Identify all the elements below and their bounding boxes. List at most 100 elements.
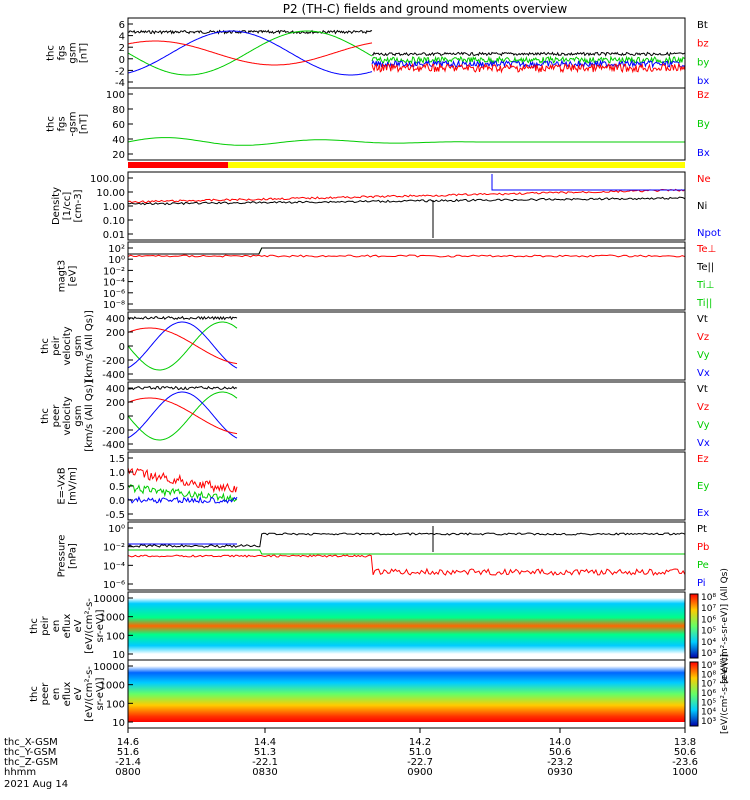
y-axis-label: thc (46, 45, 57, 61)
y-axis-label: [1/cc] (62, 192, 73, 221)
legend-Ey: Ey (697, 481, 709, 492)
y-tick-label: 0 (119, 412, 125, 423)
y-axis-label: velocity (62, 326, 73, 365)
y-tick-label: -400 (102, 370, 125, 381)
y-axis-label: [nT] (79, 43, 90, 63)
y-axis-label: thc (40, 338, 51, 354)
colorbar-label: [eV/(cm²-s-sr-eV)] (720, 654, 730, 734)
series-pt (128, 532, 685, 548)
x-tick-label: 14.6 (117, 737, 139, 748)
panel-frame (127, 521, 686, 591)
y-tick-label: 10.00 (96, 188, 125, 199)
y-tick-label: 400 (106, 314, 125, 325)
series-te-perp (128, 254, 685, 258)
legend-Ez: Ez (697, 454, 709, 465)
panel-frame (127, 87, 686, 161)
colorbar-label: [eV/(cm²-s-sr-eV)] (All Qs) (720, 568, 730, 684)
legend-Te||: Te|| (696, 262, 714, 273)
y-axis-label: thc (29, 618, 40, 634)
y-tick-label: -2 (115, 66, 125, 77)
y-tick-label: -4 (115, 78, 125, 89)
panel-frame (127, 171, 686, 241)
series-ne (128, 188, 685, 204)
y-axis-label: eflux (62, 614, 73, 639)
y-tick-label: 4 (119, 32, 125, 43)
x-row-label: hhmm (4, 767, 36, 778)
panel-plot (128, 247, 685, 258)
y-tick-label: 20 (112, 150, 125, 161)
colorbar-tick-label: 10⁷ (701, 680, 716, 690)
y-tick-label: 1.00 (103, 202, 125, 213)
y-tick-label: 10⁻⁶ (103, 580, 125, 591)
series-pb (128, 554, 685, 577)
series-vz (128, 327, 238, 365)
panel-5: 400 200 0 -200 -400 thc peir velocity gsm [km/s (… (40, 310, 710, 382)
y-tick-label: 40 (112, 135, 125, 146)
date-label: 2021 Aug 14 (4, 779, 68, 790)
colorbar-tick-label: 10⁶ (701, 615, 716, 625)
y-tick-label: 10000 (93, 594, 125, 605)
x-tick-label: 14.4 (254, 737, 276, 748)
legend-Ti⊥: Ti⊥ (696, 280, 714, 291)
series-by (128, 137, 685, 146)
panel-plot (128, 29, 685, 76)
x-tick-label: 50.6 (674, 747, 696, 758)
panel-plot (128, 467, 238, 504)
panel-plot (128, 598, 685, 654)
y-axis-label: en (51, 620, 62, 633)
y-axis-label: thc (46, 116, 57, 132)
x-tick-label: 0930 (547, 767, 572, 778)
colorbar-tick-label: 10³ (701, 649, 716, 659)
x-tick-label: -21.4 (115, 757, 141, 768)
legend-Vz: Vz (697, 402, 709, 413)
panel-plot (128, 174, 685, 238)
series-by-low (371, 55, 685, 65)
y-axis-label: thc (40, 408, 51, 424)
y-tick-label: 1000 (100, 613, 125, 624)
colorbar-tick-label: 10⁴ (701, 708, 716, 718)
y-axis-label: [nT] (79, 114, 90, 134)
legend-Vz: Vz (697, 332, 709, 343)
y-tick-label: 10 (112, 718, 125, 729)
mode-bars (128, 162, 685, 168)
legend-Vx: Vx (697, 368, 710, 379)
y-axis-label: [cm-3] (73, 189, 84, 222)
legend-Vx: Vx (697, 438, 710, 449)
y-tick-label: 400 (106, 384, 125, 395)
legend-Ti||: Ti|| (696, 298, 712, 309)
mode-bar-yellow (228, 162, 685, 168)
x-tick-label: -22.7 (407, 757, 433, 768)
series-ex (128, 495, 238, 504)
y-axis-label: -gsm (68, 112, 79, 137)
colorbar (689, 661, 699, 727)
y-tick-label: 1.0 (109, 468, 125, 479)
colorbar-tick-label: 10⁸ (701, 593, 716, 603)
legend-Bt: Bt (697, 20, 708, 31)
colorbar-tick-label: 10⁵ (701, 698, 716, 708)
series-vz (128, 397, 238, 435)
legend-bx: bx (697, 76, 709, 87)
colorbar-tick-label: 10⁸ (701, 670, 716, 680)
y-tick-label: 10⁰ (108, 524, 125, 535)
y-axis-label: gsm (73, 335, 84, 356)
y-axis-label: peir (51, 335, 62, 355)
y-axis-label: gsm (68, 42, 79, 63)
y-tick-label: 10⁰ (108, 255, 125, 266)
y-tick-label: 1.5 (109, 454, 125, 465)
series-vt (128, 385, 238, 391)
y-tick-label: 100.00 (90, 174, 125, 185)
panel-6: 400 200 0 -200 -400 thc peer velocity gsm [km/s (… (40, 380, 710, 452)
legend-Te⊥: Te⊥ (696, 244, 716, 255)
panel-frame (127, 381, 686, 451)
panel-frame (127, 241, 686, 311)
colorbar-tick-label: 10⁵ (701, 627, 716, 637)
x-row-label: thc_Z-GSM (4, 757, 58, 768)
y-axis-label: sr-eV)] (95, 677, 106, 710)
y-axis-label: [km/s (All Qs)] (84, 310, 95, 382)
mode-bar-red (128, 162, 228, 168)
panel-frame (127, 659, 686, 729)
x-row-label: thc_Y-GSM (4, 747, 56, 758)
y-axis-label: peer (40, 682, 51, 706)
